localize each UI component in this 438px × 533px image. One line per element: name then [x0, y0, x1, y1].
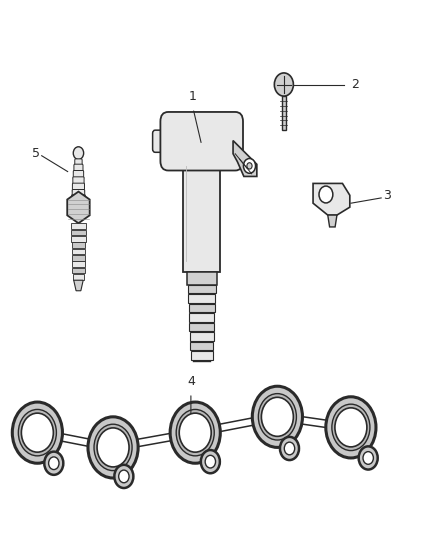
FancyBboxPatch shape — [71, 195, 85, 204]
Polygon shape — [190, 342, 213, 350]
Circle shape — [363, 451, 373, 464]
Polygon shape — [191, 351, 213, 360]
Circle shape — [261, 397, 293, 437]
Polygon shape — [73, 274, 84, 280]
Circle shape — [170, 402, 220, 463]
Circle shape — [258, 393, 297, 440]
FancyBboxPatch shape — [72, 190, 85, 198]
Polygon shape — [313, 183, 350, 215]
Circle shape — [319, 186, 333, 203]
Circle shape — [21, 413, 53, 452]
Circle shape — [247, 163, 252, 169]
Circle shape — [73, 147, 84, 159]
Polygon shape — [71, 242, 85, 248]
Circle shape — [244, 158, 255, 173]
FancyBboxPatch shape — [72, 183, 85, 192]
Text: 4: 4 — [187, 375, 195, 388]
Polygon shape — [72, 248, 85, 254]
FancyBboxPatch shape — [160, 112, 243, 171]
Circle shape — [119, 470, 129, 483]
Circle shape — [44, 451, 64, 475]
Polygon shape — [188, 304, 215, 312]
FancyBboxPatch shape — [73, 177, 84, 186]
Polygon shape — [189, 313, 215, 322]
Text: 3: 3 — [383, 189, 391, 202]
Polygon shape — [184, 161, 220, 272]
FancyBboxPatch shape — [75, 159, 82, 168]
Circle shape — [114, 465, 134, 488]
Circle shape — [12, 402, 63, 463]
Circle shape — [97, 428, 129, 467]
FancyBboxPatch shape — [152, 130, 174, 152]
Circle shape — [49, 457, 59, 470]
Circle shape — [205, 455, 215, 468]
Circle shape — [179, 413, 211, 452]
Polygon shape — [189, 323, 214, 332]
Circle shape — [332, 404, 370, 450]
Polygon shape — [74, 280, 83, 291]
Polygon shape — [233, 141, 257, 176]
Polygon shape — [71, 236, 85, 241]
FancyBboxPatch shape — [73, 171, 84, 180]
FancyBboxPatch shape — [70, 197, 87, 209]
Polygon shape — [328, 215, 337, 227]
Circle shape — [284, 442, 295, 455]
Polygon shape — [72, 268, 85, 273]
Circle shape — [335, 408, 367, 447]
Circle shape — [176, 409, 214, 456]
Circle shape — [274, 73, 293, 96]
Circle shape — [280, 437, 299, 460]
Circle shape — [18, 409, 57, 456]
Circle shape — [94, 424, 132, 471]
Polygon shape — [187, 285, 216, 293]
Polygon shape — [187, 272, 217, 285]
Text: 1: 1 — [189, 90, 197, 103]
Circle shape — [326, 397, 376, 458]
Polygon shape — [71, 230, 86, 236]
Polygon shape — [188, 294, 215, 303]
Polygon shape — [190, 333, 214, 341]
Text: 2: 2 — [351, 78, 359, 91]
Circle shape — [359, 446, 378, 470]
Circle shape — [252, 386, 303, 447]
Circle shape — [88, 417, 138, 478]
Polygon shape — [72, 261, 85, 267]
Polygon shape — [72, 255, 85, 261]
Circle shape — [201, 450, 220, 473]
Polygon shape — [282, 96, 286, 131]
FancyBboxPatch shape — [74, 164, 83, 173]
Polygon shape — [67, 191, 90, 223]
Polygon shape — [71, 223, 86, 229]
Text: 5: 5 — [32, 147, 39, 159]
